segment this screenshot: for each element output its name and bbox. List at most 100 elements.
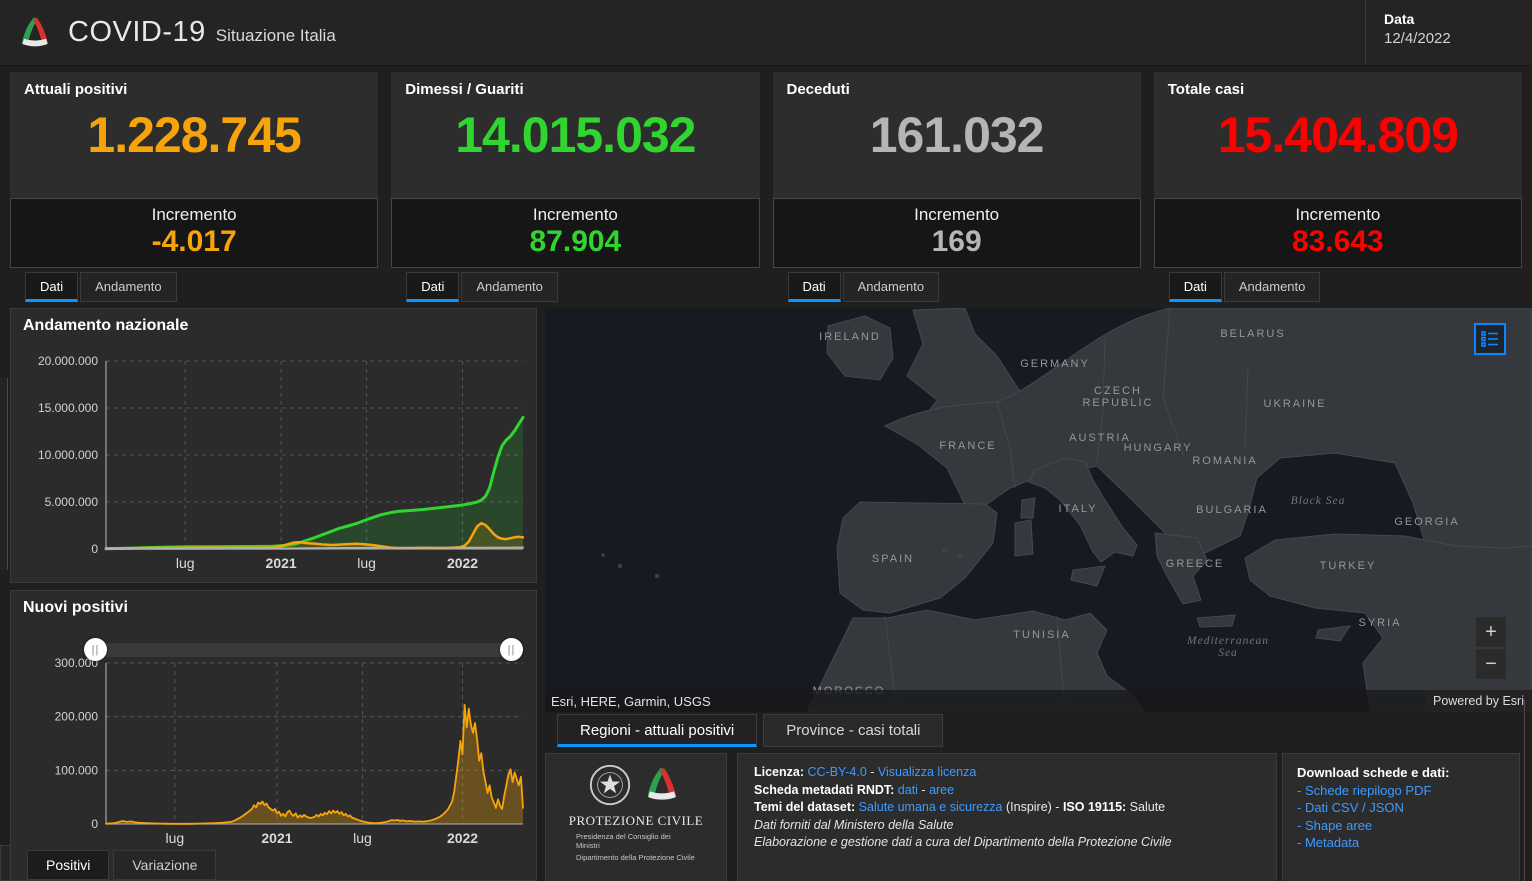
card-totale-casi: Totale casi 15.404.809 Incremento 83.643… bbox=[1153, 72, 1522, 302]
increment-value: 87.904 bbox=[529, 225, 622, 258]
visualizza-licenza-link[interactable]: Visualizza licenza bbox=[877, 765, 977, 779]
stat-label: Dimessi / Guariti bbox=[405, 81, 524, 98]
tab-dati[interactable]: Dati bbox=[1168, 272, 1222, 302]
italian-republic-emblem-icon bbox=[589, 764, 631, 806]
download-link[interactable]: - Shape aree bbox=[1297, 817, 1373, 833]
tab-dati[interactable]: Dati bbox=[787, 272, 841, 302]
salute-umana-link[interactable]: Salute umana e sicurezza bbox=[858, 800, 1003, 814]
map-label: BELARUS bbox=[1220, 328, 1286, 340]
stat-card: Attuali positivi 1.228.745 Incremento -4… bbox=[10, 72, 379, 268]
slider-handle-right-icon[interactable]: || bbox=[500, 638, 523, 661]
increment-label: Incremento bbox=[151, 205, 237, 224]
download-link[interactable]: - Metadata bbox=[1297, 835, 1360, 850]
aree-link[interactable]: aree bbox=[929, 782, 955, 797]
time-range-slider[interactable]: || || bbox=[84, 638, 523, 661]
svg-text:lug: lug bbox=[165, 830, 184, 846]
map-column: IRELAND BELARUS GERMANY CZECH REPUBLIC UKRAI… bbox=[545, 308, 1532, 881]
stat-card: Deceduti 161.032 Incremento 169 bbox=[772, 72, 1141, 268]
date-box: Data 12/4/2022 bbox=[1365, 0, 1532, 65]
download-link[interactable]: - Dati CSV / JSON bbox=[1297, 800, 1404, 815]
stat-card: Dimessi / Guariti 14.015.032 Incremento … bbox=[391, 72, 760, 268]
svg-text:2022: 2022 bbox=[447, 555, 478, 571]
card-dimessi-guariti: Dimessi / Guariti 14.015.032 Incremento … bbox=[391, 72, 760, 302]
tab-dati[interactable]: Dati bbox=[406, 272, 460, 302]
map-label: UKRAINE bbox=[1263, 398, 1327, 410]
salute-text: Salute bbox=[1126, 800, 1166, 814]
card-attuali-positivi: Attuali positivi 1.228.745 Incremento -4… bbox=[10, 72, 379, 302]
increment-label: Incremento bbox=[1295, 205, 1381, 224]
svg-text:2022: 2022 bbox=[447, 830, 478, 846]
card-tabs: Dati Andamento bbox=[1168, 272, 1522, 302]
increment-box: Incremento -4.017 bbox=[10, 198, 379, 268]
map-label: Black Sea bbox=[1290, 495, 1346, 507]
scrollbar-track[interactable] bbox=[1524, 700, 1525, 881]
powered-by-esri: Powered by Esri bbox=[1424, 690, 1532, 712]
chart-title: Andamento nazionale bbox=[23, 317, 189, 334]
map-label: GREECE bbox=[1165, 558, 1225, 570]
tab-positivi[interactable]: Positivi bbox=[27, 850, 110, 880]
map-attribution-bar: Esri, HERE, Garmin, USGS Powered by Esri bbox=[545, 690, 1532, 712]
map-label: GERMANY bbox=[1020, 358, 1090, 370]
increment-value: -4.017 bbox=[151, 225, 237, 258]
protezione-civile-sub2: Dipartimento della Protezione Civile bbox=[576, 853, 695, 862]
protezione-civile-name: PROTEZIONE CIVILE bbox=[568, 813, 704, 828]
collapsed-side-panel[interactable] bbox=[0, 378, 8, 570]
stat-value: 14.015.032 bbox=[455, 107, 696, 163]
dati-link[interactable]: dati bbox=[897, 782, 918, 797]
app-header: COVID-19 Situazione Italia Data 12/4/202… bbox=[0, 0, 1532, 66]
map-label: TUNISIA bbox=[1013, 629, 1071, 641]
separator: - bbox=[866, 765, 878, 779]
stat-value: 1.228.745 bbox=[87, 107, 301, 163]
svg-text:20.000.000: 20.000.000 bbox=[38, 354, 98, 368]
increment-box: Incremento 87.904 bbox=[391, 198, 760, 268]
layer-list-icon bbox=[1481, 331, 1498, 347]
protezione-civile-sub1: Presidenza del Consiglio dei Ministri bbox=[576, 832, 671, 850]
map-label: ROMANIA bbox=[1192, 455, 1258, 467]
slider-handle-left-icon[interactable]: || bbox=[84, 638, 107, 661]
svg-text:lug: lug bbox=[353, 830, 372, 846]
tab-dati[interactable]: Dati bbox=[25, 272, 79, 302]
license-line-3: Temi del dataset: Salute umana e sicurez… bbox=[754, 799, 1276, 817]
tab-regioni-attuali-positivi[interactable]: Regioni - attuali positivi bbox=[557, 714, 758, 747]
svg-text:0: 0 bbox=[91, 542, 98, 556]
map-label: GEORGIA bbox=[1394, 516, 1460, 528]
license-card: Licenza: CC-BY-4.0 - Visualizza licenza … bbox=[737, 753, 1277, 881]
svg-text:2021: 2021 bbox=[266, 555, 297, 571]
tab-andamento[interactable]: Andamento bbox=[842, 272, 940, 302]
andamento-nazionale-chart: lug 2021 lug 2022 0 5.000.000 10.000.000 15.000… bbox=[38, 354, 525, 571]
tab-province-casi-totali[interactable]: Province - casi totali bbox=[763, 714, 944, 747]
map-label: IRELAND bbox=[819, 331, 881, 343]
rndt-label: Scheda metadati RNDT: bbox=[754, 782, 895, 797]
map-attribution: Esri, HERE, Garmin, USGS bbox=[551, 693, 711, 709]
legend-button[interactable] bbox=[1474, 323, 1506, 355]
tab-variazione[interactable]: Variazione bbox=[113, 850, 217, 880]
map-landmass bbox=[601, 308, 1532, 712]
map-label: SPAIN bbox=[871, 553, 915, 565]
download-link[interactable]: - Schede riepilogo PDF bbox=[1297, 782, 1432, 798]
logo-pair bbox=[587, 762, 685, 808]
page-subtitle: Situazione Italia bbox=[215, 25, 336, 45]
increment-label: Incremento bbox=[532, 205, 618, 224]
tab-andamento[interactable]: Andamento bbox=[1223, 272, 1321, 302]
svg-text:0: 0 bbox=[91, 817, 98, 831]
svg-text:2021: 2021 bbox=[261, 830, 292, 846]
zoom-in-button[interactable]: + bbox=[1476, 617, 1506, 647]
map-label: Mediterranean Sea bbox=[1187, 635, 1269, 659]
svg-text:300.000: 300.000 bbox=[55, 656, 99, 670]
europe-map[interactable]: IRELAND BELARUS GERMANY CZECH REPUBLIC UKRAI… bbox=[545, 308, 1532, 712]
separator: - bbox=[917, 782, 930, 797]
map-label: HUNGARY bbox=[1123, 442, 1193, 454]
card-tabs: Dati Andamento bbox=[25, 272, 378, 302]
page-title: COVID-19 bbox=[68, 16, 206, 48]
protezione-civile-card: PROTEZIONE CIVILE Presidenza del Consigl… bbox=[545, 753, 727, 881]
svg-text:10.000.000: 10.000.000 bbox=[38, 448, 98, 462]
map-label: SYRIA bbox=[1358, 617, 1402, 629]
cc-by-link[interactable]: CC-BY-4.0 bbox=[807, 765, 867, 779]
temi-label: Temi del dataset: bbox=[754, 800, 856, 814]
increment-label: Incremento bbox=[914, 205, 1000, 224]
card-tabs: Dati Andamento bbox=[787, 272, 1141, 302]
tab-andamento[interactable]: Andamento bbox=[461, 272, 558, 302]
zoom-out-button[interactable]: − bbox=[1476, 649, 1506, 679]
svg-text:lug: lug bbox=[357, 555, 376, 571]
tab-andamento[interactable]: Andamento bbox=[80, 272, 177, 302]
